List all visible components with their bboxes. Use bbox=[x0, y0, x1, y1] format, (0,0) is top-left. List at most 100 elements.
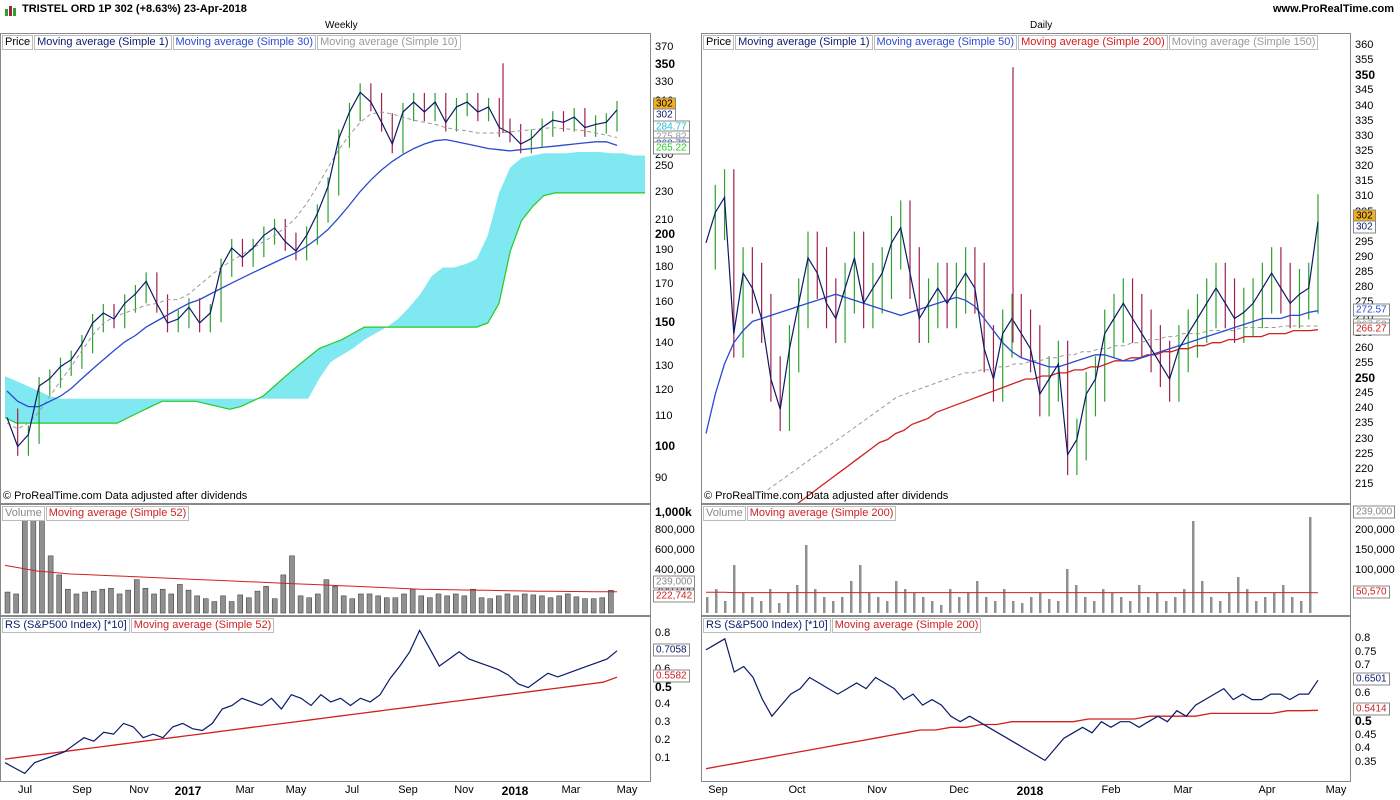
axis-tick-label: 295 bbox=[1355, 235, 1374, 248]
volume-bar bbox=[573, 596, 580, 614]
volume-bar bbox=[949, 589, 952, 613]
daily-price-legend-item-4[interactable]: Moving average (Simple 150) bbox=[1168, 35, 1319, 50]
daily-price-legend-item-2[interactable]: Moving average (Simple 50) bbox=[873, 35, 1018, 50]
daily-volume-chart bbox=[706, 517, 1319, 613]
daily-time-axis: Sep Oct Nov Dec 2018 Feb Mar Apr May bbox=[701, 784, 1351, 800]
volume-bar bbox=[185, 589, 192, 614]
volume-bar bbox=[940, 605, 943, 613]
time-axis-label: Dec bbox=[949, 784, 969, 796]
volume-bar bbox=[73, 593, 80, 614]
daily-rs-panel[interactable]: RS (S&P500 Index) [*10] Moving average (S… bbox=[701, 616, 1351, 782]
weekly-volume-legend-item-0[interactable]: Volume bbox=[2, 506, 45, 521]
weekly-price-panel[interactable]: Price Moving average (Simple 1) Moving ave… bbox=[0, 33, 651, 504]
volume-bar bbox=[418, 595, 424, 614]
volume-bar bbox=[194, 595, 200, 614]
time-axis-label: Nov bbox=[129, 784, 149, 796]
volume-bar bbox=[228, 601, 235, 614]
volume-bar bbox=[1129, 601, 1132, 613]
volume-bar bbox=[496, 595, 502, 614]
volume-bar bbox=[151, 593, 157, 614]
axis-tick-label: 320 bbox=[1355, 160, 1374, 173]
daily-price-legend-item-1[interactable]: Moving average (Simple 1) bbox=[735, 35, 873, 50]
weekly-rs-legend-item-0[interactable]: RS (S&P500 Index) [*10] bbox=[2, 618, 130, 633]
axis-tick-label: 190 bbox=[655, 244, 674, 257]
volume-bar bbox=[1012, 601, 1015, 613]
daily-volume-panel[interactable]: Volume Moving average (Simple 200) bbox=[701, 504, 1351, 616]
volume-bar bbox=[859, 565, 862, 613]
daily-volume-legend: Volume Moving average (Simple 200) bbox=[703, 506, 897, 521]
volume-bar bbox=[841, 597, 844, 613]
volume-bar bbox=[392, 597, 399, 614]
weekly-price-legend: Price Moving average (Simple 1) Moving ave… bbox=[2, 35, 462, 50]
volume-bar bbox=[263, 586, 269, 614]
time-axis-label: Jul bbox=[17, 784, 33, 796]
volume-bar bbox=[1255, 601, 1258, 613]
axis-tick-label: 0.3 bbox=[655, 716, 671, 729]
volume-bar bbox=[134, 579, 140, 614]
daily-price-legend: Price Moving average (Simple 1) Moving ave… bbox=[703, 35, 1319, 50]
weekly-price-legend-item-1[interactable]: Moving average (Simple 1) bbox=[34, 35, 172, 50]
axis-tick-label: 315 bbox=[1355, 175, 1374, 188]
last-value-badge: 0.7058 bbox=[653, 643, 690, 657]
last-value-badge: 239,000 bbox=[653, 575, 696, 589]
volume-bar bbox=[254, 590, 261, 614]
axis-tick-label: 290 bbox=[1355, 250, 1374, 263]
volume-bar bbox=[280, 574, 287, 614]
volume-ma-line bbox=[4, 564, 617, 593]
daily-price-legend-item-3[interactable]: Moving average (Simple 200) bbox=[1018, 35, 1168, 50]
time-axis-label: Mar bbox=[561, 784, 581, 796]
volume-bar bbox=[108, 587, 114, 614]
weekly-volume-axis: 1,000k800,000600,000400,000200,000239,00… bbox=[651, 504, 700, 616]
volume-bar bbox=[1084, 597, 1087, 613]
volume-bar bbox=[823, 597, 826, 613]
rs-line bbox=[705, 637, 1319, 762]
axis-tick-label: 800,000 bbox=[655, 524, 695, 536]
weekly-price-legend-item-2[interactable]: Moving average (Simple 30) bbox=[172, 35, 317, 50]
volume-bar bbox=[513, 595, 519, 614]
weekly-rs-legend-item-1[interactable]: Moving average (Simple 52) bbox=[130, 618, 275, 633]
axis-tick-label: 215 bbox=[1355, 477, 1374, 490]
daily-price-panel[interactable]: Price Moving average (Simple 1) Moving ave… bbox=[701, 33, 1351, 504]
weekly-volume-legend-item-1[interactable]: Moving average (Simple 52) bbox=[45, 506, 190, 521]
volume-bar bbox=[1273, 593, 1276, 613]
volume-bar bbox=[271, 598, 278, 614]
weekly-price-legend-item-3[interactable]: Moving average (Simple 10) bbox=[317, 35, 461, 50]
top-bar: TRISTEL ORD 1P 302 (+8.63%) 23-Apr-2018 … bbox=[0, 0, 1400, 20]
daily-rs-legend-item-1[interactable]: Moving average (Simple 200) bbox=[831, 618, 982, 633]
time-axis-label: Mar bbox=[1173, 784, 1193, 796]
axis-tick-label: 150,000 bbox=[1355, 544, 1395, 556]
daily-rs-legend-item-0[interactable]: RS (S&P500 Index) [*10] bbox=[703, 618, 831, 633]
axis-tick-label: 150 bbox=[655, 315, 676, 330]
volume-bar bbox=[530, 594, 537, 614]
volume-bar bbox=[289, 555, 295, 614]
volume-bar bbox=[1201, 581, 1204, 613]
last-value-badge: 222,742 bbox=[653, 589, 696, 603]
daily-volume-legend-item-1[interactable]: Moving average (Simple 200) bbox=[746, 506, 897, 521]
daily-rs-legend: RS (S&P500 Index) [*10] Moving average (S… bbox=[703, 618, 982, 633]
ma-simple-200-line bbox=[797, 329, 1319, 503]
axis-tick-label: 0.4 bbox=[655, 698, 671, 711]
weekly-volume-panel[interactable]: Volume Moving average (Simple 52) bbox=[0, 504, 651, 616]
volume-bar bbox=[470, 588, 476, 614]
volume-bar bbox=[1246, 589, 1249, 613]
ma-simple-50-line bbox=[705, 293, 1319, 434]
last-value-badge: 239,000 bbox=[1353, 505, 1396, 519]
volume-bar bbox=[1138, 585, 1141, 613]
weekly-price-legend-item-0[interactable]: Price bbox=[2, 35, 34, 50]
weekly-rs-legend: RS (S&P500 Index) [*10] Moving average (S… bbox=[2, 618, 275, 633]
volume-bar bbox=[237, 594, 243, 614]
last-value-badge: 302 bbox=[1353, 220, 1376, 234]
last-value-badge: 0.6501 bbox=[1353, 672, 1390, 686]
daily-volume-legend-item-0[interactable]: Volume bbox=[703, 506, 746, 521]
volume-bar bbox=[1003, 589, 1006, 613]
weekly-rs-panel[interactable]: RS (S&P500 Index) [*10] Moving average (S… bbox=[0, 616, 651, 782]
time-axis-label: Mar bbox=[235, 784, 255, 796]
axis-tick-label: 350 bbox=[1355, 68, 1376, 83]
ichimoku-cloud bbox=[5, 152, 645, 424]
daily-price-legend-item-0[interactable]: Price bbox=[703, 35, 735, 50]
weekly-price-chart bbox=[4, 63, 645, 456]
volume-bar bbox=[760, 601, 763, 613]
site-link[interactable]: www.ProRealTime.com bbox=[1272, 3, 1394, 15]
volume-bar bbox=[168, 593, 175, 614]
time-axis-label: 2018 bbox=[1016, 784, 1044, 798]
